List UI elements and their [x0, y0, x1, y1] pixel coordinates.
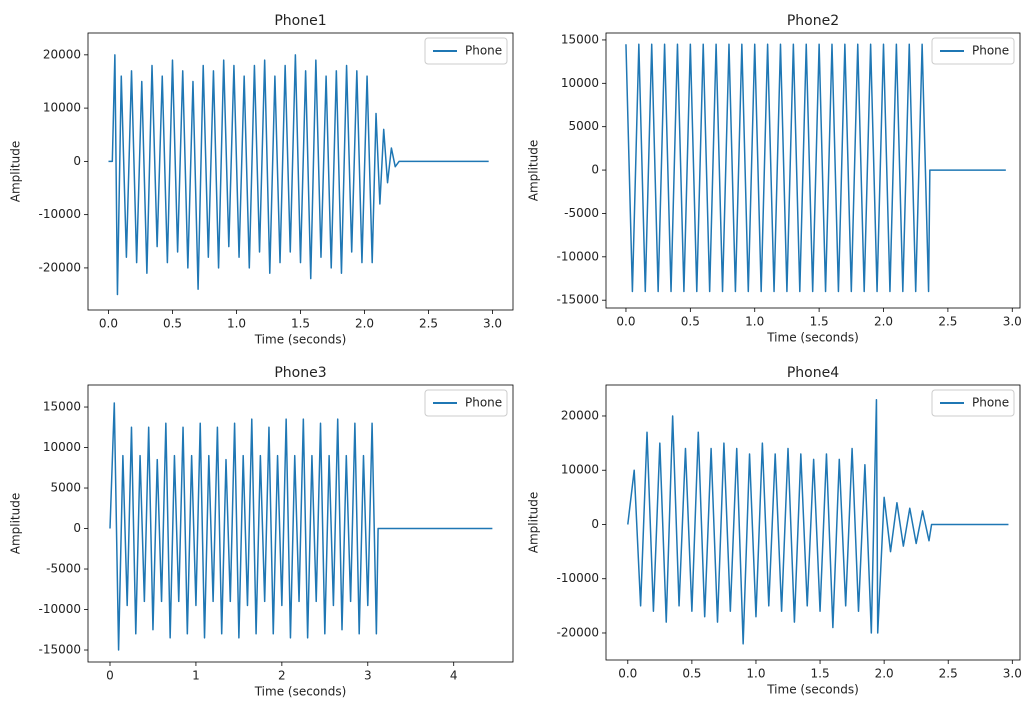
- x-tick-label: 3.0: [483, 317, 502, 331]
- legend: Phone: [932, 38, 1014, 64]
- x-tick-label: 4: [450, 669, 458, 683]
- x-tick-label: 0.0: [618, 667, 637, 681]
- x-tick-label: 1.0: [227, 317, 246, 331]
- y-tick-label: 10000: [561, 76, 599, 90]
- waveform-line: [110, 403, 492, 650]
- y-tick-label: 0: [73, 521, 81, 535]
- waveform-line: [628, 400, 1009, 644]
- x-tick-label: 2.0: [875, 667, 894, 681]
- x-tick-label: 2.0: [355, 317, 374, 331]
- plot-area: [628, 400, 1009, 644]
- y-tick-label: -10000: [38, 207, 81, 221]
- x-tick-label: 2.5: [938, 315, 957, 329]
- y-tick-label: 0: [73, 154, 81, 168]
- y-tick-label: 0: [591, 517, 599, 531]
- subplot-title: Phone3: [274, 365, 326, 381]
- y-tick-label: -10000: [556, 249, 599, 263]
- x-tick-label: 2.5: [419, 317, 438, 331]
- legend-label: Phone: [465, 44, 502, 58]
- y-tick-label: 5000: [568, 119, 599, 133]
- subplot-title: Phone4: [787, 365, 839, 381]
- y-tick-label: -15000: [556, 293, 599, 307]
- y-tick-label: -10000: [556, 571, 599, 585]
- x-tick-label: 0.0: [99, 317, 118, 331]
- subplot-title: Phone1: [274, 13, 326, 29]
- y-tick-label: -5000: [564, 206, 599, 220]
- x-tick-label: 1.5: [810, 315, 829, 329]
- legend: Phone: [425, 390, 507, 416]
- subplot: 0.0 0.5 1.0 1.5 2.0 2.5 3.0 -20000 -10000 0 10000 2…: [9, 13, 514, 347]
- x-axis-label: Time (seconds): [766, 683, 859, 697]
- x-tick-label: 3: [364, 669, 372, 683]
- plot-area: [110, 403, 492, 650]
- y-tick-label: 10000: [43, 440, 81, 454]
- x-tick-label: 1.0: [745, 315, 764, 329]
- subplot: 0 1 2 3 4 -15000 -10000 -5000 0 5000 10000 15000 Pho…: [9, 365, 514, 699]
- x-tick-label: 1: [192, 669, 200, 683]
- waveform-line: [626, 44, 1006, 291]
- legend: Phone: [425, 38, 507, 64]
- y-axis-label: Amplitude: [527, 140, 541, 202]
- subplot-title: Phone2: [787, 13, 839, 29]
- y-tick-label: 15000: [561, 32, 599, 46]
- y-tick-label: -20000: [38, 260, 81, 274]
- y-tick-label: -15000: [38, 643, 81, 657]
- y-tick-label: 20000: [561, 408, 599, 422]
- x-tick-label: 0: [106, 669, 114, 683]
- x-axis-label: Time (seconds): [766, 331, 859, 345]
- x-tick-label: 1.0: [746, 667, 765, 681]
- x-tick-label: 2.0: [874, 315, 893, 329]
- x-tick-label: 0.5: [681, 315, 700, 329]
- subplot: 0.0 0.5 1.0 1.5 2.0 2.5 3.0 -15000 -10000 -5000 0 5…: [527, 13, 1022, 345]
- legend-label: Phone: [972, 396, 1009, 410]
- plot-area: [626, 44, 1006, 291]
- y-tick-label: 10000: [561, 463, 599, 477]
- x-tick-label: 0.5: [163, 317, 182, 331]
- x-tick-label: 3.0: [1003, 667, 1022, 681]
- x-axis-label: Time (seconds): [254, 685, 347, 699]
- y-tick-label: -5000: [46, 562, 81, 576]
- axes-frame: [606, 385, 1020, 660]
- x-tick-label: 1.5: [291, 317, 310, 331]
- y-tick-label: 15000: [43, 400, 81, 414]
- y-tick-label: 20000: [43, 47, 81, 61]
- legend-label: Phone: [465, 396, 502, 410]
- x-tick-label: 0.5: [682, 667, 701, 681]
- x-tick-label: 1.5: [811, 667, 830, 681]
- waveform-line: [108, 55, 488, 295]
- figure: 0.00.51.01.52.02.53.0-20000-100000100002…: [0, 0, 1025, 702]
- y-axis-label: Amplitude: [9, 493, 23, 555]
- y-tick-label: -10000: [38, 602, 81, 616]
- legend: Phone: [932, 390, 1014, 416]
- x-axis-label: Time (seconds): [254, 333, 347, 347]
- y-axis-label: Amplitude: [9, 141, 23, 203]
- plot-area: [108, 55, 488, 295]
- x-tick-label: 2.5: [939, 667, 958, 681]
- subplot: 0.0 0.5 1.0 1.5 2.0 2.5 3.0 -20000 -10000 0 10000 2…: [527, 365, 1022, 697]
- y-tick-label: -20000: [556, 625, 599, 639]
- legend-label: Phone: [972, 44, 1009, 58]
- y-axis-label: Amplitude: [527, 492, 541, 554]
- x-tick-label: 2: [278, 669, 286, 683]
- x-tick-label: 0.0: [616, 315, 635, 329]
- y-tick-label: 5000: [50, 481, 81, 495]
- y-tick-label: 10000: [43, 101, 81, 115]
- x-tick-label: 3.0: [1003, 315, 1022, 329]
- y-tick-label: 0: [591, 163, 599, 177]
